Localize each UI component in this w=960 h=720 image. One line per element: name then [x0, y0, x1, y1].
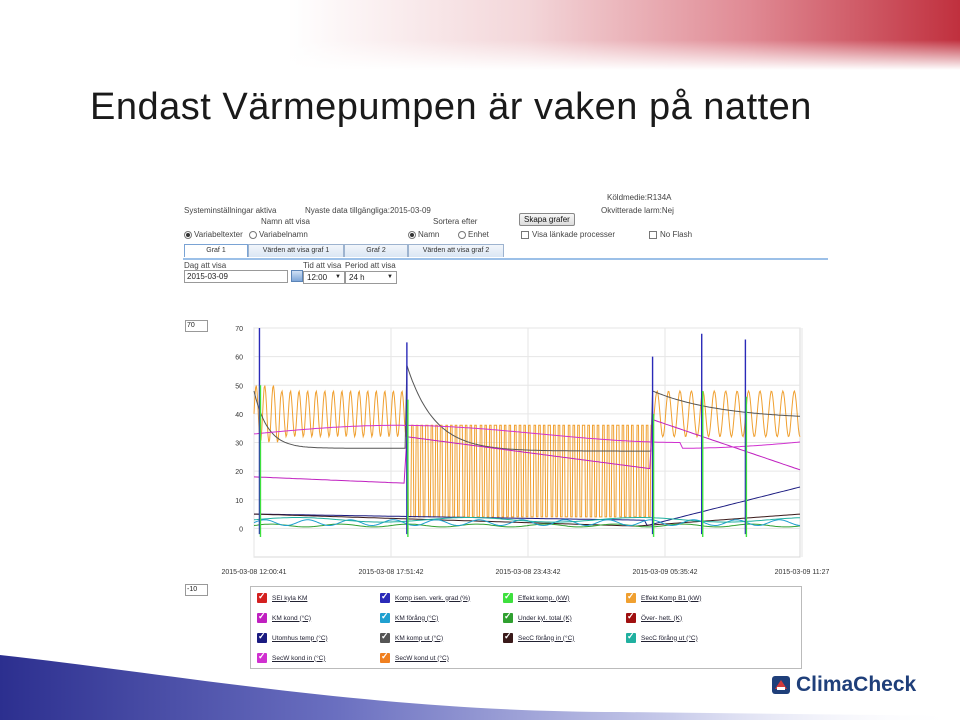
tab-graf-1[interactable]: Graf 1	[184, 244, 248, 257]
legend-label: SecC förång ut (°C)	[641, 634, 698, 642]
legend-label: KM förång (°C)	[395, 614, 439, 622]
newest-data-text: Nyaste data tillgängliga:2015-03-09	[305, 206, 431, 215]
legend-item[interactable]: SecW kond in (°C)	[257, 651, 326, 664]
legend-item[interactable]: KM kond (°C)	[257, 611, 312, 624]
series-line	[253, 365, 801, 452]
graph-tabs: Graf 1 Värden att visa graf 1 Graf 2 Vär…	[183, 244, 828, 260]
legend-label: SecC förång in (°C)	[518, 634, 575, 642]
y-tick-label: 50	[235, 383, 243, 390]
time-select[interactable]: 12:00 ▼	[303, 271, 345, 284]
day-input[interactable]: 2015-03-09	[184, 270, 288, 283]
series-line	[253, 418, 801, 484]
legend-checkbox[interactable]	[626, 611, 636, 623]
legend-checkbox[interactable]	[380, 591, 390, 603]
legend-checkbox[interactable]	[380, 631, 390, 643]
x-tick-label: 2015-03-09 11:27	[775, 569, 830, 576]
series-line	[253, 385, 801, 518]
x-tick-label: 2015-03-08 12:00:41	[222, 569, 287, 576]
y-tick-label: 0	[239, 526, 243, 533]
legend-checkbox[interactable]	[257, 591, 267, 603]
legend-checkbox[interactable]	[626, 631, 636, 643]
y-max-input[interactable]: 70	[185, 320, 208, 332]
linked-processes-checkbox[interactable]: Visa länkade processer	[521, 230, 615, 239]
legend-checkbox[interactable]	[626, 591, 636, 603]
legend-item[interactable]: Komp isen. verk. grad (%)	[380, 591, 471, 604]
unack-alarms-text: Okvitterade larm:Nej	[601, 206, 674, 215]
legend-checkbox[interactable]	[503, 631, 513, 643]
legend-label: KM kond (°C)	[272, 614, 312, 622]
legend-checkbox[interactable]	[503, 611, 513, 623]
legend-item[interactable]: Över- hett. (K)	[626, 611, 683, 624]
legend-item[interactable]: SEI kyla KM	[257, 591, 308, 604]
slide-title: Endast Värmepumpen är vaken på natten	[90, 86, 812, 128]
y-tick-label: 20	[235, 469, 243, 476]
legend-label: Under kyl. total (K)	[518, 614, 572, 622]
create-graphs-button[interactable]: Skapa grafer	[519, 213, 575, 226]
calendar-icon[interactable]	[291, 270, 303, 282]
legend-checkbox[interactable]	[380, 611, 390, 623]
legend-item[interactable]: Effekt komp. (kW)	[503, 591, 570, 604]
y-tick-label: 30	[235, 441, 243, 448]
legend-label: Utomhus temp (°C)	[272, 634, 328, 642]
tab-graf-2[interactable]: Graf 2	[344, 244, 408, 257]
legend-checkbox[interactable]	[257, 651, 267, 663]
y-tick-label: 60	[235, 355, 243, 362]
legend-label: SecW kond ut (°C)	[395, 654, 449, 662]
legend-item[interactable]: KM förång (°C)	[380, 611, 439, 624]
time-label: Tid att visa	[303, 261, 342, 270]
series-line	[253, 517, 801, 523]
logo-text: ClimaCheck	[796, 673, 917, 696]
legend-item[interactable]: Effekt Komp B1 (kW)	[626, 591, 702, 604]
series-line	[253, 523, 801, 528]
legend-label: KM komp ut (°C)	[395, 634, 444, 642]
series-line	[254, 486, 801, 527]
tab-values-graf-2[interactable]: Värden att visa graf 2	[408, 244, 504, 257]
radio-namn[interactable]: Namn	[408, 230, 439, 239]
legend-item[interactable]: Under kyl. total (K)	[503, 611, 572, 624]
radio-variabelnamn[interactable]: Variabelnamn	[249, 230, 308, 239]
x-tick-label: 2015-03-09 05:35:42	[633, 569, 698, 576]
legend-checkbox[interactable]	[503, 591, 513, 603]
tab-values-graf-1[interactable]: Värden att visa graf 1	[248, 244, 344, 257]
logo-icon	[772, 676, 790, 694]
y-min-input[interactable]: -10	[185, 584, 208, 596]
chart-legend: SEI kyla KM Komp isen. verk. grad (%) Effe…	[250, 586, 802, 669]
no-flash-checkbox[interactable]: No Flash	[649, 230, 692, 239]
legend-label: Komp isen. verk. grad (%)	[395, 594, 471, 602]
legend-item[interactable]: KM komp ut (°C)	[380, 631, 444, 644]
y-tick-label: 10	[235, 498, 243, 505]
legend-label: SecW kond in (°C)	[272, 654, 326, 662]
y-tick-label: 70	[235, 326, 243, 333]
status-text: Systeminställningar aktiva	[184, 206, 277, 215]
x-tick-label: 2015-03-08 23:43:42	[496, 569, 561, 576]
legend-item[interactable]: Utomhus temp (°C)	[257, 631, 328, 644]
x-tick-label: 2015-03-08 17:51:42	[359, 569, 424, 576]
legend-checkbox[interactable]	[257, 631, 267, 643]
climacheck-logo: ClimaCheck	[772, 673, 916, 697]
day-label: Dag att visa	[184, 261, 227, 270]
series-line	[253, 424, 801, 449]
legend-item[interactable]: SecW kond ut (°C)	[380, 651, 449, 664]
legend-label: Effekt komp. (kW)	[518, 594, 570, 602]
sort-label: Sortera efter	[433, 217, 478, 226]
radio-enhet[interactable]: Enhet	[458, 230, 489, 239]
series-line	[254, 513, 801, 527]
y-tick-label: 40	[235, 412, 243, 419]
legend-item[interactable]: SecC förång in (°C)	[503, 631, 575, 644]
period-select[interactable]: 24 h ▼	[345, 271, 397, 284]
legend-checkbox[interactable]	[257, 611, 267, 623]
period-label: Period att visa	[345, 261, 396, 270]
legend-label: Effekt Komp B1 (kW)	[641, 594, 702, 602]
radio-variabeltexter[interactable]: Variabeltexter	[184, 230, 243, 239]
legend-label: SEI kyla KM	[272, 594, 308, 602]
refrigerant-text: Köldmedie:R134A	[607, 193, 672, 202]
legend-item[interactable]: SecC förång ut (°C)	[626, 631, 698, 644]
legend-checkbox[interactable]	[380, 651, 390, 663]
legend-label: Över- hett. (K)	[641, 614, 683, 622]
name-label: Namn att visa	[261, 217, 310, 226]
